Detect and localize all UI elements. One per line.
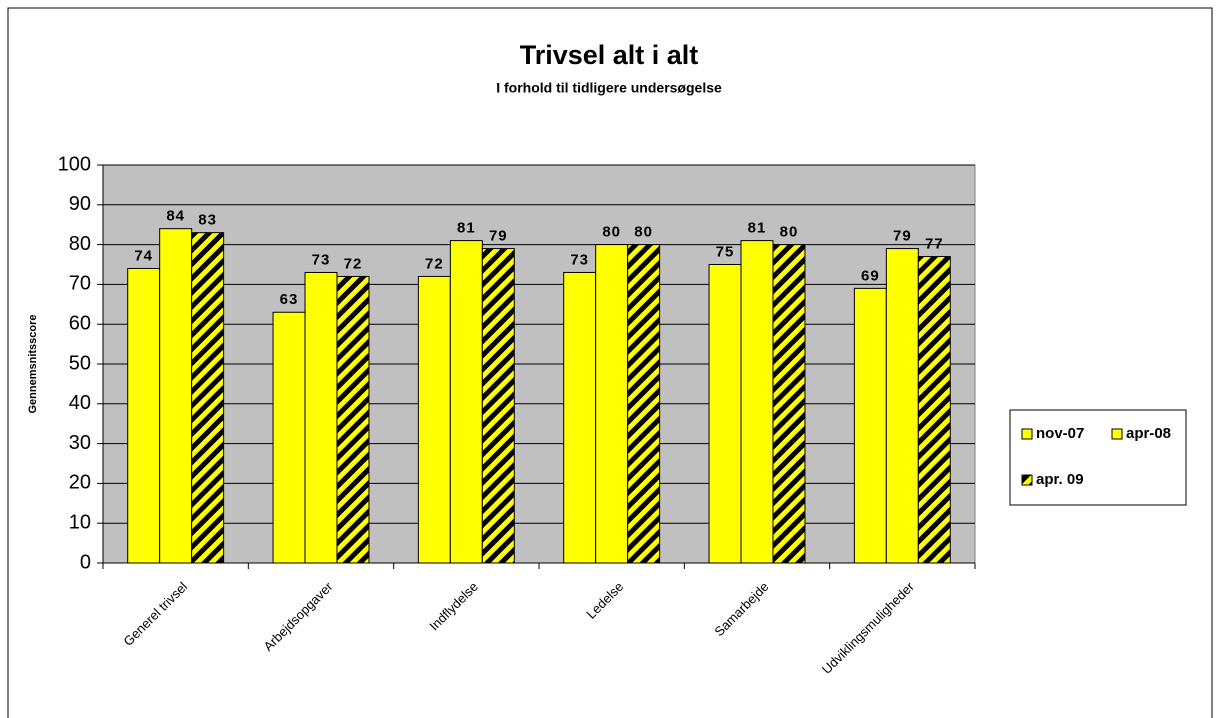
y-tick-label: 100 xyxy=(58,153,91,175)
data-label: 80 xyxy=(602,224,621,241)
bar xyxy=(595,244,629,564)
data-label: 77 xyxy=(925,236,944,253)
bar xyxy=(159,228,193,564)
data-label: 79 xyxy=(893,228,912,245)
data-label: 81 xyxy=(748,220,767,237)
bar xyxy=(740,240,774,564)
y-tick-label: 20 xyxy=(69,472,91,494)
bar xyxy=(304,271,338,564)
bar xyxy=(417,275,451,564)
y-tick-label: 0 xyxy=(80,551,91,573)
chart-title: Trivsel alt i alt xyxy=(520,40,699,70)
data-label: 79 xyxy=(489,228,508,245)
data-label: 73 xyxy=(570,251,589,268)
bar xyxy=(627,244,661,564)
legend-box xyxy=(1009,409,1187,506)
legend-swatch xyxy=(1021,474,1033,486)
y-tick-label: 80 xyxy=(69,233,91,255)
data-label: 69 xyxy=(861,267,880,284)
data-label: 74 xyxy=(134,247,153,264)
bar xyxy=(708,264,742,564)
data-label: 84 xyxy=(166,208,185,225)
x-tick-label: Samarbejde xyxy=(711,579,771,639)
y-tick-label: 50 xyxy=(69,352,91,374)
bar xyxy=(885,248,919,564)
x-tick-label: Udviklingsmuligheder xyxy=(819,578,917,676)
data-label: 80 xyxy=(634,224,653,241)
data-label: 80 xyxy=(780,224,799,241)
legend: nov-07 apr-08 apr. 09 xyxy=(1009,409,1187,506)
data-label: 72 xyxy=(425,255,444,272)
bar xyxy=(563,271,597,564)
bar xyxy=(481,248,515,564)
bar xyxy=(272,311,306,564)
y-tick-label: 30 xyxy=(69,432,91,454)
chart-subtitle: I forhold til tidligere undersøgelse xyxy=(496,80,722,96)
x-tick-label: Ledelse xyxy=(583,579,626,622)
x-tick-label: Generel trivsel xyxy=(120,579,190,649)
bar xyxy=(336,275,370,564)
legend-label: nov-07 xyxy=(1036,425,1084,442)
bar xyxy=(772,244,806,564)
legend-label: apr. 09 xyxy=(1036,471,1084,488)
y-tick-label: 40 xyxy=(69,392,91,414)
bar xyxy=(191,232,225,564)
data-label: 75 xyxy=(716,243,735,260)
y-axis-label: Gennemsnitsscore xyxy=(27,314,39,413)
bar xyxy=(853,287,887,564)
data-label: 81 xyxy=(457,220,476,237)
legend-swatch xyxy=(1021,428,1033,440)
data-label: 73 xyxy=(312,251,331,268)
bar xyxy=(449,240,483,564)
data-label: 83 xyxy=(198,212,217,229)
data-label: 63 xyxy=(280,291,299,308)
data-label: 72 xyxy=(344,255,363,272)
y-tick-label: 90 xyxy=(69,193,91,215)
x-tick-label: Arbejdsopgaver xyxy=(261,578,336,653)
y-tick-label: 60 xyxy=(69,312,91,334)
y-tick-label: 10 xyxy=(69,511,91,533)
legend-swatch xyxy=(1111,428,1123,440)
legend-label: apr-08 xyxy=(1126,425,1171,442)
y-tick-label: 70 xyxy=(69,273,91,295)
bar xyxy=(127,267,161,564)
x-tick-label: Indflydelse xyxy=(426,579,481,634)
chart-frame xyxy=(7,7,1213,718)
bar xyxy=(917,256,951,564)
